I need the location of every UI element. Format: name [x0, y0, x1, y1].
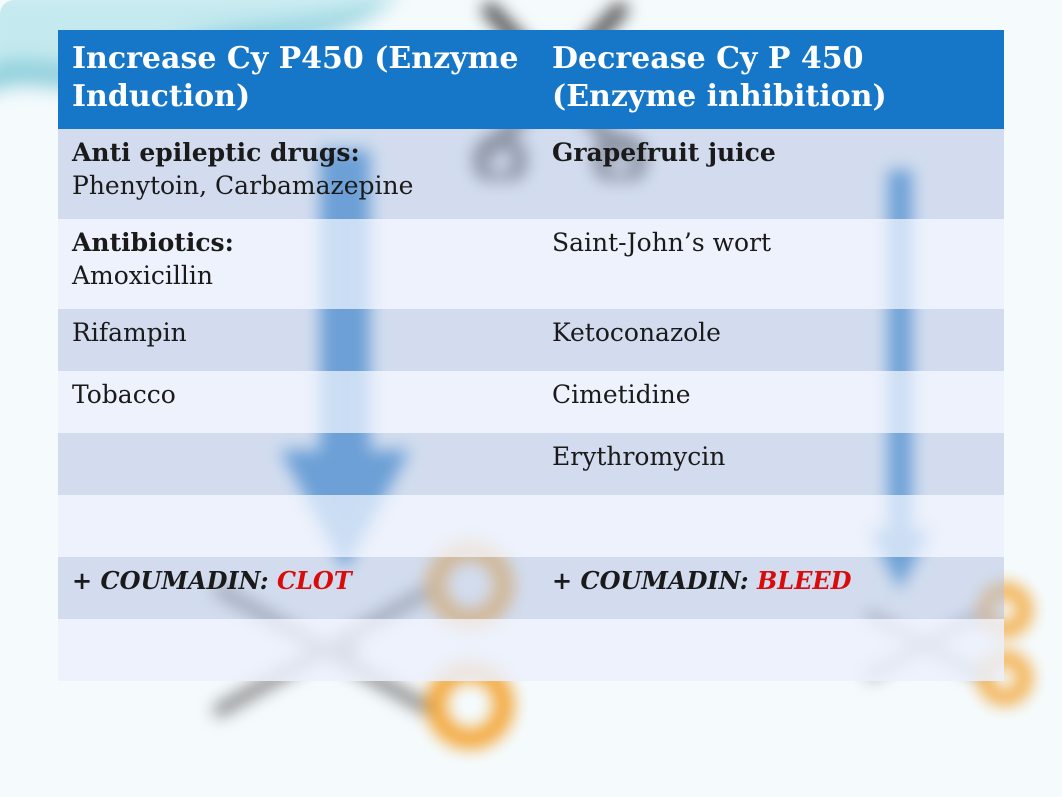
cell-right: Ketoconazole: [538, 309, 1004, 371]
cell-left: + COUMADIN: CLOT: [58, 557, 538, 619]
cell-right-text: Ketoconazole: [552, 318, 721, 347]
table-row-trailing: [58, 619, 1004, 681]
cell-right-text: Saint-John’s wort: [552, 228, 771, 257]
cell-right: [538, 619, 1004, 681]
table-row: Rifampin Ketoconazole: [58, 309, 1004, 371]
slide-canvas: Increase Cy P450 (Enzyme Induction) Decr…: [0, 0, 1062, 797]
cell-left: Tobacco: [58, 371, 538, 433]
cy-p450-table: Increase Cy P450 (Enzyme Induction) Decr…: [58, 30, 1004, 681]
cell-left-text: Tobacco: [72, 380, 176, 409]
cell-right-bold: Grapefruit juice: [552, 138, 776, 167]
cell-right: Grapefruit juice: [538, 129, 1004, 219]
table-row-spacer: [58, 495, 1004, 557]
coumadin-left-emph: CLOT: [277, 566, 352, 595]
coumadin-right-emph: BLEED: [757, 566, 852, 595]
table-header-row: Increase Cy P450 (Enzyme Induction) Decr…: [58, 30, 1004, 129]
table-row: Erythromycin: [58, 433, 1004, 495]
cell-left: [58, 495, 538, 557]
coumadin-right-prefix: + COUMADIN:: [552, 566, 757, 595]
cell-left: [58, 433, 538, 495]
header-right: Decrease Cy P 450 (Enzyme inhibition): [538, 30, 1004, 129]
cell-left: Antibiotics: Amoxicillin: [58, 219, 538, 309]
table-row: Tobacco Cimetidine: [58, 371, 1004, 433]
header-left: Increase Cy P450 (Enzyme Induction): [58, 30, 538, 129]
cell-left: Anti epileptic drugs: Phenytoin, Carbama…: [58, 129, 538, 219]
cell-right: Erythromycin: [538, 433, 1004, 495]
cell-left-text: Phenytoin, Carbamazepine: [72, 171, 413, 200]
cell-left-bold: Antibiotics:: [72, 228, 234, 257]
cell-right-text: Erythromycin: [552, 442, 725, 471]
table-row: Antibiotics: Amoxicillin Saint-John’s wo…: [58, 219, 1004, 309]
coumadin-left-prefix: + COUMADIN:: [72, 566, 277, 595]
cell-right: Saint-John’s wort: [538, 219, 1004, 309]
table-row-coumadin: + COUMADIN: CLOT + COUMADIN: BLEED: [58, 557, 1004, 619]
cell-right: Cimetidine: [538, 371, 1004, 433]
cell-left: [58, 619, 538, 681]
cell-right: + COUMADIN: BLEED: [538, 557, 1004, 619]
cell-left: Rifampin: [58, 309, 538, 371]
cell-left-text: Rifampin: [72, 318, 187, 347]
cell-left-text: Amoxicillin: [72, 261, 213, 290]
cell-right-text: Cimetidine: [552, 380, 691, 409]
table-row: Anti epileptic drugs: Phenytoin, Carbama…: [58, 129, 1004, 219]
cell-right: [538, 495, 1004, 557]
cell-left-bold: Anti epileptic drugs:: [72, 138, 360, 167]
